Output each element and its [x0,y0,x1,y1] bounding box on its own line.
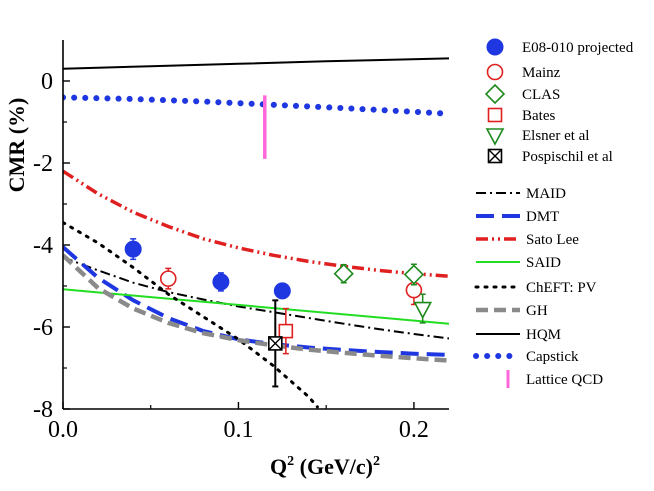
curve-hqm [63,57,449,70]
legend-label: Elsner et al [522,128,589,144]
x-tick-label: 0.1 [223,417,253,443]
legend-item-capstick: Capstick [473,349,579,365]
curve-said [63,288,449,325]
legend-item-cheft-pv: ChEFT: PV [474,280,597,296]
point-clas-1 [333,263,354,284]
legend-label: CLAS [522,87,560,103]
x-tick-label: 0.0 [48,417,78,443]
legend-marker [485,128,505,146]
curve-maid [63,256,449,340]
point-e08-010-projected-3 [273,282,291,300]
y-tick-label: -6 [33,315,53,341]
legend-label: Mainz [522,65,561,81]
marker [403,264,425,285]
marker [413,301,433,320]
legend-label: GH [526,303,548,319]
y-tick-label: -4 [33,233,53,259]
legend-item-elsner-et-al: Elsner et al [485,128,589,146]
y-axis-label: CMR (%) [4,98,29,193]
legend-marker [486,38,504,56]
marker [278,323,294,339]
legend-item-clas: CLAS [484,83,560,105]
x-tick-label: 0.2 [399,417,429,443]
legend-item-gh: GH [476,303,548,319]
legend-marker [487,107,503,123]
marker [267,336,283,351]
legend-item-e08-010-projected: E08-010 projected [486,38,634,56]
point-mainz-1 [159,267,177,290]
y-tick-label: -8 [33,397,53,423]
data-points [124,238,433,388]
tick-labels: 0 -2 -4 -6 -80.0 0.1 0.2 [33,69,429,443]
y-tick-label: -2 [33,151,53,177]
marker [159,270,177,287]
marker [124,240,142,258]
point-bates-1 [278,307,294,355]
legend-label: MAID [526,186,566,202]
legend-marker [484,83,506,105]
legend-item-bates: Bates [487,107,555,124]
legend-label: Capstick [526,349,579,365]
legend-item-maid: MAID [476,186,566,202]
point-pospischil-et-al-1 [267,299,283,388]
legend-label: Sato Lee [526,232,579,248]
point-clas-2 [403,263,425,286]
x-axis-label: Q2 (GeV/c)2 [270,454,380,479]
curve-sato-lee [63,169,449,278]
point-e08-010-projected-1 [124,238,142,261]
legend-item-lattice-qcd: Lattice QCD [506,370,603,388]
legend-item-dmt: DMT [476,209,559,225]
legend-item-hqm: HQM [476,327,561,343]
legend-label: Pospischil et al [522,149,613,165]
marker [212,273,230,291]
legend: E08-010 projected Mainz CLAS Bates Elsner et… [473,38,634,388]
theory-curves [63,57,449,409]
legend-label: SAID [526,255,561,271]
legend-marker [486,63,504,81]
curve-cheft-pv [63,221,319,409]
legend-item-mainz: Mainz [486,63,561,81]
marker [273,282,291,300]
legend-label: Lattice QCD [526,372,603,388]
legend-label: HQM [526,327,561,343]
legend-item-pospischil-et-al: Pospischil et al [487,148,613,165]
legend-label: DMT [526,209,559,225]
point-e08-010-projected-2 [212,272,230,292]
legend-label: E08-010 projected [522,40,634,56]
axes [62,40,449,410]
legend-item-said: SAID [476,255,561,271]
y-tick-label: 0 [41,69,53,95]
legend-item-sato-lee: Sato Lee [476,232,579,248]
legend-label: Bates [522,108,555,124]
curve-capstick [63,94,449,117]
marker [333,263,354,284]
point-elsner-et-al-1 [413,293,433,324]
legend-label: ChEFT: PV [526,280,597,296]
curve-gh [63,253,449,363]
legend-marker [487,148,503,164]
